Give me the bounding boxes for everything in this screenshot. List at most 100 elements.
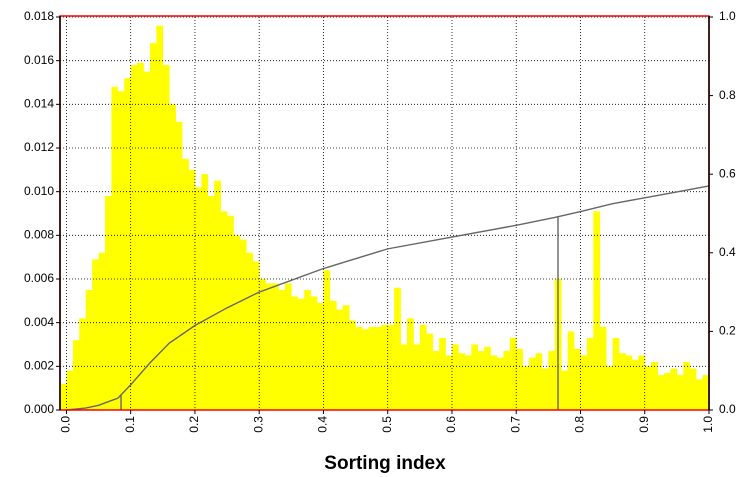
bar <box>278 289 286 410</box>
y-tick-label: 0.016 <box>24 53 54 67</box>
y2-tick-label: 0.8 <box>719 88 736 102</box>
bar <box>606 366 613 410</box>
bar <box>567 331 575 410</box>
bar <box>188 169 196 410</box>
bar <box>239 239 247 410</box>
bar <box>156 25 164 410</box>
bar <box>374 327 382 410</box>
cumulative-line <box>66 185 710 411</box>
bar <box>284 283 292 410</box>
bar <box>529 357 536 410</box>
y2-tick-label: 0.4 <box>719 245 736 259</box>
bar <box>111 86 119 410</box>
bar <box>259 279 266 410</box>
x-tick-label: 0.3 <box>251 416 265 433</box>
bar <box>522 366 530 410</box>
bar <box>625 355 633 410</box>
bar <box>484 346 491 410</box>
bar <box>291 296 299 410</box>
bar <box>329 300 337 410</box>
bar <box>458 353 466 410</box>
y-tick-label: 0.010 <box>24 184 54 198</box>
bar <box>413 344 421 410</box>
y2-tick-label: 0.0 <box>719 402 736 416</box>
bar <box>137 62 144 410</box>
bar <box>182 158 189 410</box>
bar <box>644 366 652 410</box>
bar <box>317 303 324 410</box>
bar <box>98 252 106 410</box>
bar <box>612 337 620 410</box>
x-tick-label: 0.6 <box>444 416 458 433</box>
bar <box>419 324 427 410</box>
bar <box>664 372 671 410</box>
x-tick-label: 0.5 <box>380 416 394 433</box>
bar <box>631 359 639 410</box>
y-tick-label: 0.004 <box>24 315 54 329</box>
bar <box>477 351 485 410</box>
bar <box>509 337 517 410</box>
x-tick-label: 0.1 <box>123 416 137 433</box>
bar <box>496 357 504 410</box>
bar <box>149 43 157 410</box>
bar <box>696 379 703 410</box>
bar <box>252 261 260 410</box>
bar <box>162 65 170 411</box>
bar <box>227 215 234 410</box>
bar <box>246 252 254 410</box>
y-tick-label: 0.006 <box>24 271 54 285</box>
bar <box>233 235 241 410</box>
y-tick-label: 0.012 <box>24 140 54 154</box>
bar <box>175 121 183 411</box>
bar <box>368 327 376 410</box>
bar <box>426 333 433 410</box>
bar <box>432 351 440 410</box>
bar <box>394 287 401 410</box>
y-tick-label: 0.002 <box>24 359 54 373</box>
bar <box>516 348 523 410</box>
y-tick-label: 0.000 <box>24 402 54 416</box>
y2-tick-label: 0.2 <box>719 324 736 338</box>
bar <box>117 91 125 410</box>
y2-tick-label: 0.6 <box>719 166 736 180</box>
bar <box>503 351 511 410</box>
x-tick-label: 0.9 <box>637 416 651 433</box>
x-tick-label: 0.2 <box>187 416 201 433</box>
bar <box>689 368 697 410</box>
x-tick-label: 0.0 <box>59 416 73 433</box>
bar <box>471 344 478 410</box>
y-tick-label: 0.018 <box>24 9 54 23</box>
bar <box>702 375 710 410</box>
bar <box>214 180 221 410</box>
bar <box>66 370 74 410</box>
bar <box>130 65 138 411</box>
bar <box>400 344 408 410</box>
bar <box>297 298 305 410</box>
x-tick-label: 0.4 <box>316 416 330 433</box>
bar <box>593 211 601 410</box>
bar <box>60 383 67 410</box>
bar <box>85 289 93 410</box>
x-tick-label: 0.8 <box>573 416 587 433</box>
bar <box>79 318 87 410</box>
bar <box>561 370 568 410</box>
x-axis-label: Sorting index <box>324 453 446 474</box>
bar <box>265 283 273 410</box>
bar <box>381 324 389 410</box>
bar <box>439 337 446 410</box>
x-tick-label: 0.7 <box>508 416 522 433</box>
bar <box>586 337 594 410</box>
bar <box>194 187 202 410</box>
bar <box>541 368 549 410</box>
bar <box>272 283 279 410</box>
bar <box>220 211 228 410</box>
bar <box>72 340 80 410</box>
y2-tick-label: 1.0 <box>719 9 736 23</box>
bar <box>169 104 176 410</box>
bar <box>535 353 543 410</box>
bar <box>336 309 344 410</box>
bar <box>548 351 556 410</box>
bar <box>310 296 318 410</box>
y-tick-label: 0.014 <box>24 97 54 111</box>
